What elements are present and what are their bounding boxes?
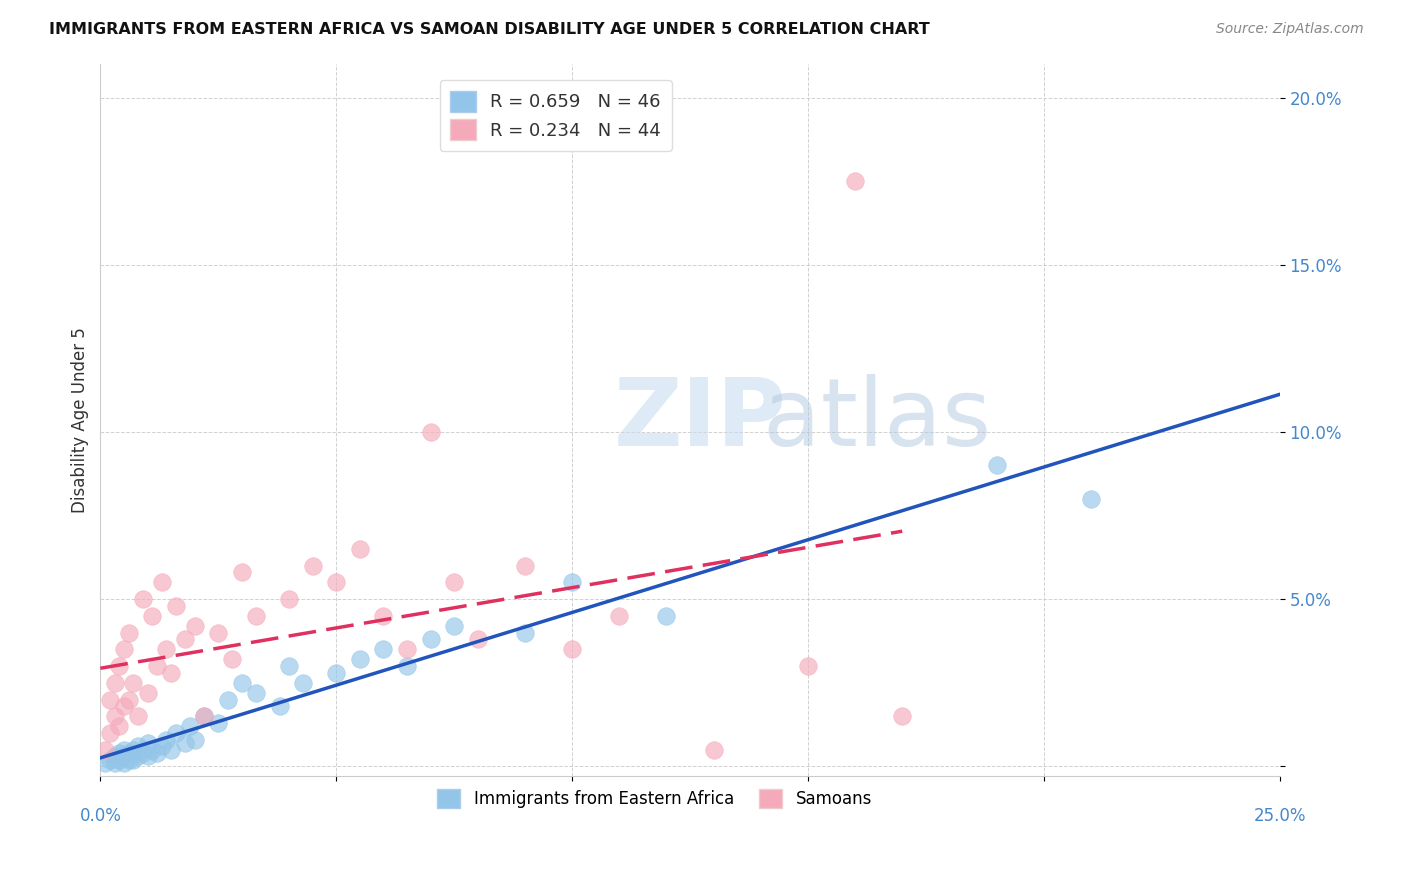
Point [132, 592, 155, 607]
Text: 25.0%: 25.0% [1253, 806, 1306, 824]
Point [141, 608, 163, 623]
Point [395, 659, 418, 673]
Point [561, 642, 583, 657]
Point [607, 608, 630, 623]
Text: Source: ZipAtlas.com: Source: ZipAtlas.com [1216, 22, 1364, 37]
Point [174, 632, 197, 647]
Point [94, 742, 117, 756]
Point [160, 742, 183, 756]
Point [269, 699, 291, 714]
Point [112, 749, 135, 764]
Text: IMMIGRANTS FROM EASTERN AFRICA VS SAMOAN DISABILITY AGE UNDER 5 CORRELATION CHAR: IMMIGRANTS FROM EASTERN AFRICA VS SAMOAN… [49, 22, 929, 37]
Point [373, 642, 395, 657]
Point [1080, 491, 1102, 506]
Point [141, 742, 163, 756]
Point [146, 659, 169, 673]
Point [108, 753, 131, 767]
Point [278, 659, 301, 673]
Point [122, 742, 145, 756]
Y-axis label: Disability Age Under 5: Disability Age Under 5 [72, 327, 89, 513]
Point [207, 715, 229, 730]
Point [419, 425, 441, 439]
Point [118, 625, 141, 640]
Point [103, 709, 125, 723]
Point [132, 746, 155, 760]
Point [245, 686, 267, 700]
Point [443, 619, 465, 633]
Point [174, 736, 197, 750]
Text: 0.0%: 0.0% [79, 806, 121, 824]
Point [136, 736, 159, 750]
Point [122, 675, 145, 690]
Point [179, 719, 201, 733]
Point [160, 665, 183, 680]
Point [165, 599, 187, 613]
Point [118, 746, 141, 760]
Point [155, 642, 177, 657]
Legend: Immigrants from Eastern Africa, Samoans: Immigrants from Eastern Africa, Samoans [430, 782, 879, 814]
Point [513, 558, 536, 573]
Point [217, 692, 239, 706]
Point [98, 692, 121, 706]
Point [146, 746, 169, 760]
Point [325, 665, 347, 680]
Point [891, 709, 914, 723]
Point [349, 542, 371, 557]
Point [127, 739, 149, 754]
Point [231, 675, 253, 690]
Point [108, 659, 131, 673]
Point [112, 699, 135, 714]
Point [443, 575, 465, 590]
Point [136, 749, 159, 764]
Point [395, 642, 418, 657]
Point [108, 719, 131, 733]
Point [702, 742, 724, 756]
Point [136, 686, 159, 700]
Point [419, 632, 441, 647]
Point [112, 756, 135, 770]
Point [301, 558, 323, 573]
Point [325, 575, 347, 590]
Point [221, 652, 243, 666]
Point [245, 608, 267, 623]
Point [118, 753, 141, 767]
Point [183, 619, 205, 633]
Point [292, 675, 315, 690]
Point [127, 709, 149, 723]
Point [797, 659, 820, 673]
Point [844, 174, 866, 188]
Text: ZIP: ZIP [613, 375, 786, 467]
Point [278, 592, 301, 607]
Point [513, 625, 536, 640]
Point [98, 753, 121, 767]
Point [122, 753, 145, 767]
Point [150, 575, 173, 590]
Point [112, 642, 135, 657]
Point [103, 749, 125, 764]
Point [127, 749, 149, 764]
Point [231, 566, 253, 580]
Point [349, 652, 371, 666]
Point [98, 726, 121, 740]
Point [193, 709, 215, 723]
Point [94, 756, 117, 770]
Point [165, 726, 187, 740]
Point [155, 732, 177, 747]
Point [183, 732, 205, 747]
Point [150, 739, 173, 754]
Point [373, 608, 395, 623]
Point [193, 709, 215, 723]
Point [561, 575, 583, 590]
Point [103, 756, 125, 770]
Point [655, 608, 678, 623]
Point [112, 742, 135, 756]
Text: atlas: atlas [613, 375, 991, 467]
Point [467, 632, 489, 647]
Point [108, 746, 131, 760]
Point [986, 458, 1008, 473]
Point [103, 675, 125, 690]
Point [118, 692, 141, 706]
Point [207, 625, 229, 640]
